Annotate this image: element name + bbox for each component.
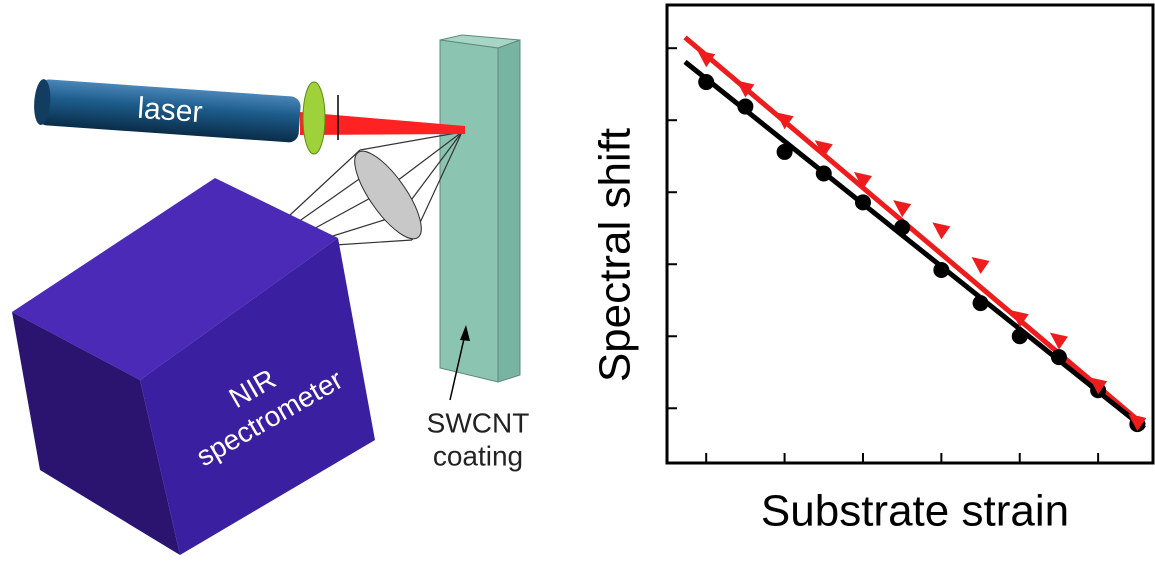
- data-point: [1051, 349, 1067, 365]
- filter: [303, 82, 325, 154]
- data-point: [777, 144, 793, 160]
- panel-side: [498, 40, 520, 382]
- data-point: [933, 262, 949, 278]
- data-point: [1012, 328, 1028, 344]
- data-point: [698, 74, 714, 90]
- data-point: [932, 222, 950, 239]
- y-axis-label: Spectral shift: [591, 128, 640, 382]
- coating-label: coating: [433, 440, 523, 471]
- x-axis-label: Substrate strain: [761, 487, 1069, 536]
- figure: laser NIR spectrometer SWCNT coating Sub…: [0, 0, 1155, 561]
- plot-frame: [667, 5, 1153, 463]
- data-point: [737, 99, 753, 115]
- laser: laser: [33, 79, 302, 143]
- coating-label: SWCNT: [427, 407, 530, 438]
- data-point: [816, 166, 832, 182]
- data-point: [972, 257, 990, 274]
- lens: [343, 142, 432, 248]
- data-point: [855, 194, 871, 210]
- fit-line: [685, 37, 1144, 425]
- data-point: [894, 220, 910, 236]
- panel-front: [440, 40, 498, 382]
- data-point: [973, 295, 989, 311]
- laser-label: laser: [136, 92, 203, 129]
- fit-line: [685, 62, 1144, 429]
